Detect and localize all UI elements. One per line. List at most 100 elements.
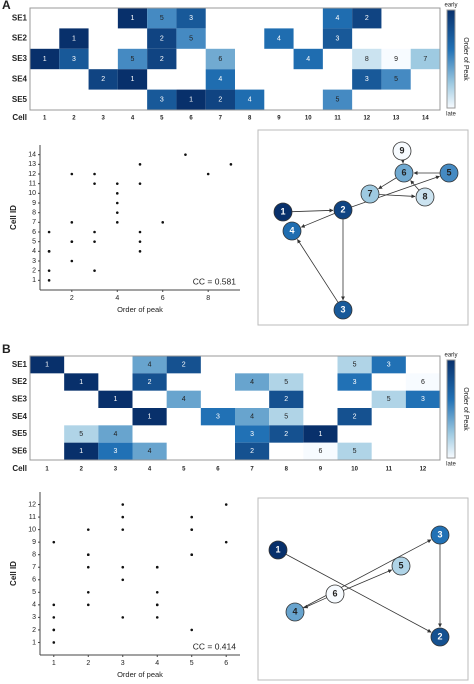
y-tick-label: 1 <box>32 639 36 646</box>
heat-cell <box>132 408 167 426</box>
point <box>224 503 228 506</box>
cell-value: 5 <box>131 56 135 63</box>
cell-value: 3 <box>421 396 425 403</box>
point <box>115 182 119 185</box>
node <box>430 627 450 647</box>
network-frame <box>257 129 469 326</box>
node <box>415 187 435 207</box>
heat-cell <box>132 356 167 374</box>
edge <box>297 239 339 303</box>
point <box>155 603 159 607</box>
heat-cell <box>235 373 270 391</box>
cell-value: 4 <box>248 97 252 104</box>
cell-value: 4 <box>113 431 117 438</box>
point <box>121 616 125 619</box>
y-tick-label: 5 <box>32 589 36 596</box>
node-label: 7 <box>367 188 372 198</box>
colorbar-label: late <box>446 462 456 468</box>
annotation: CC = 0.581 <box>193 276 237 286</box>
cell-value: 5 <box>353 448 357 455</box>
heat-cell <box>269 425 304 443</box>
cell-value: 1 <box>79 448 83 455</box>
heat-cell <box>147 48 177 70</box>
heat-cell <box>205 89 235 110</box>
column-label: 8 <box>285 467 289 473</box>
heat-cell <box>269 373 304 391</box>
cell-value: 5 <box>160 15 164 22</box>
edge <box>378 194 416 199</box>
heat-cell <box>235 408 270 426</box>
point <box>47 250 51 253</box>
point <box>138 240 142 243</box>
node <box>325 584 345 604</box>
column-label: 3 <box>102 116 106 122</box>
cell-value: 1 <box>72 35 76 42</box>
node <box>285 602 305 622</box>
heat-cell <box>64 425 99 443</box>
node-label: 4 <box>289 225 294 235</box>
column-label: 14 <box>422 116 429 122</box>
column-label: 12 <box>363 116 370 122</box>
edge <box>300 213 335 228</box>
cell-value: 3 <box>189 15 193 22</box>
edge <box>291 208 334 213</box>
point <box>86 565 90 569</box>
cell-value: 9 <box>394 56 398 63</box>
point <box>190 515 194 519</box>
network-frame <box>257 497 469 681</box>
heat-cell <box>352 8 382 29</box>
heat-cell <box>30 48 60 70</box>
x-tick-label: 8 <box>206 295 210 302</box>
point <box>86 591 90 594</box>
heat-cell <box>132 442 167 460</box>
point <box>47 269 51 272</box>
x-axis-label: Cell <box>12 113 27 122</box>
cell-value: 5 <box>387 396 391 403</box>
x-tick-label: 6 <box>161 295 165 302</box>
heat-cell <box>235 89 265 110</box>
y-tick-label: 6 <box>32 577 36 584</box>
y-tick-label: 9 <box>32 539 36 546</box>
heat-cell <box>205 48 235 70</box>
colorbar <box>446 9 456 109</box>
y-tick-label: 11 <box>29 181 36 188</box>
point <box>190 528 194 531</box>
cell-value: 1 <box>43 56 47 63</box>
point <box>86 553 90 556</box>
y-tick-label: 4 <box>32 248 36 255</box>
y-tick-label: 9 <box>32 200 36 207</box>
row-label: SE3 <box>12 54 28 63</box>
y-tick-label: 8 <box>32 552 36 559</box>
y-tick-label: 3 <box>32 258 36 265</box>
heat-cell <box>176 28 206 49</box>
cell-value: 4 <box>250 414 254 421</box>
y-tick-label: 8 <box>32 210 36 217</box>
x-tick-label: 6 <box>224 660 228 667</box>
heat-cell <box>98 425 133 443</box>
colorbar-label: early <box>444 3 457 9</box>
node-label: 3 <box>340 304 345 314</box>
cell-value: 4 <box>306 56 310 63</box>
y-tick-label: 13 <box>28 161 36 168</box>
point <box>52 540 56 544</box>
cell-value: 2 <box>353 414 357 421</box>
y-axis-label: Cell ID <box>9 561 18 586</box>
column-label: 7 <box>250 467 254 473</box>
cell-value: 5 <box>284 414 288 421</box>
cell-value: 2 <box>250 448 254 455</box>
x-tick-label: 1 <box>52 660 56 667</box>
cell-value: 6 <box>318 448 322 455</box>
cell-value: 2 <box>101 76 105 83</box>
y-tick-label: 4 <box>32 602 36 609</box>
heat-cell <box>371 356 406 374</box>
cell-value: 2 <box>218 97 222 104</box>
row-label: SE1 <box>12 13 28 22</box>
cell-value: 5 <box>353 362 357 369</box>
cell-value: 5 <box>336 97 340 104</box>
cell-value: 2 <box>284 431 288 438</box>
cell-value: 2 <box>365 15 369 22</box>
heat-cell <box>269 408 304 426</box>
cell-value: 5 <box>79 431 83 438</box>
point <box>86 603 90 607</box>
